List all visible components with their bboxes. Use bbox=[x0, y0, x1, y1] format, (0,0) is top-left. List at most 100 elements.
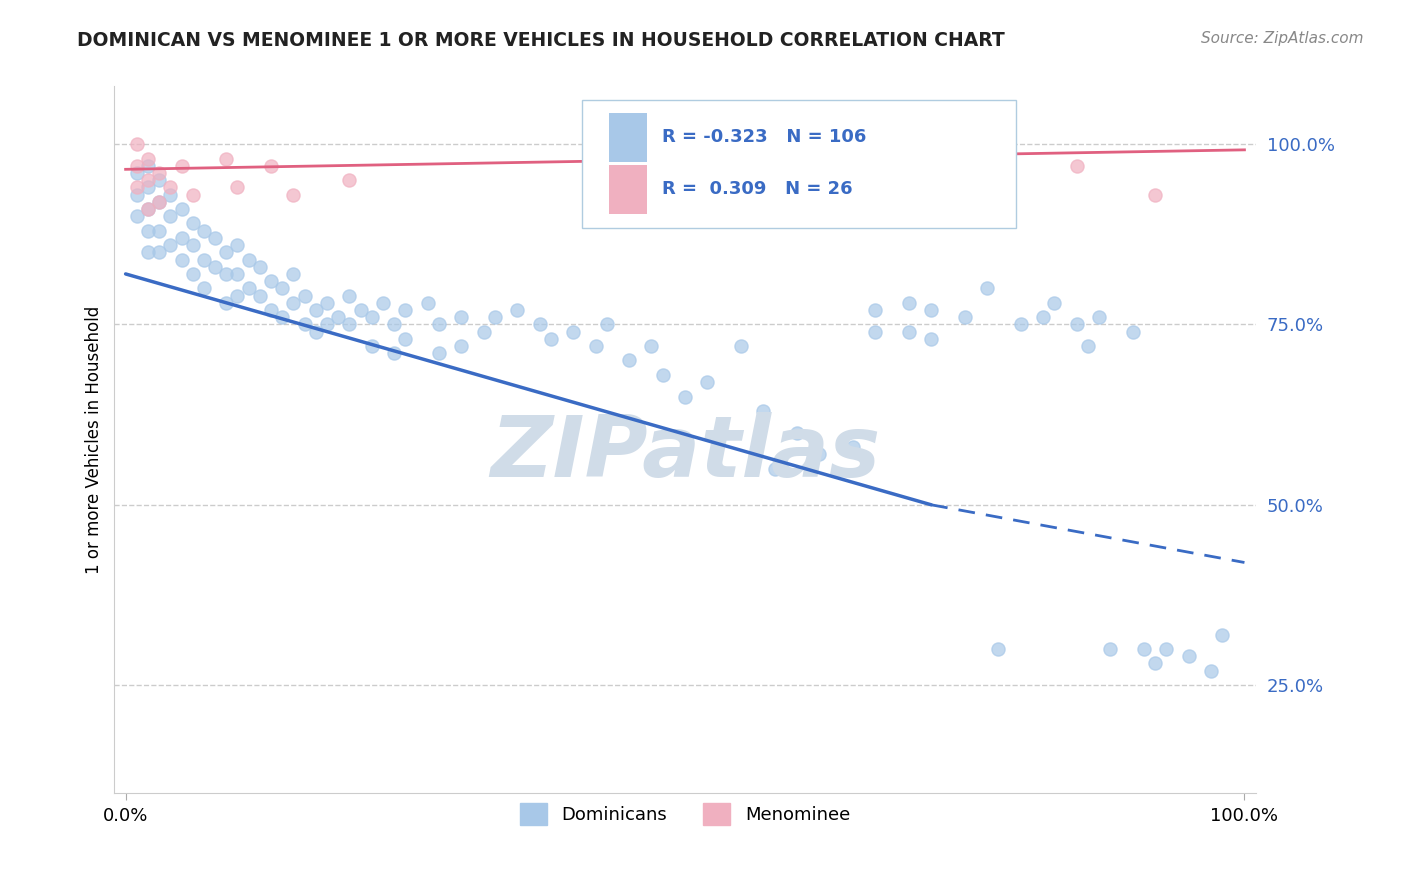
Point bbox=[148, 166, 170, 180]
Point bbox=[394, 303, 416, 318]
Point bbox=[283, 295, 305, 310]
Text: ZIPatlas: ZIPatlas bbox=[489, 412, 880, 495]
Point bbox=[159, 209, 181, 223]
Point bbox=[786, 425, 808, 440]
Point bbox=[808, 447, 831, 461]
Point bbox=[215, 295, 238, 310]
Point bbox=[226, 238, 249, 252]
Legend: Dominicans, Menominee: Dominicans, Menominee bbox=[510, 794, 859, 834]
Point bbox=[987, 642, 1010, 657]
Point bbox=[215, 245, 238, 260]
Point bbox=[540, 332, 562, 346]
Point bbox=[1211, 627, 1233, 641]
Point bbox=[337, 318, 360, 332]
Text: R =  0.309   N = 26: R = 0.309 N = 26 bbox=[662, 180, 853, 198]
Point bbox=[136, 152, 159, 166]
Point bbox=[651, 368, 673, 382]
Point bbox=[1199, 664, 1222, 678]
Point bbox=[1132, 642, 1154, 657]
Point bbox=[226, 267, 249, 281]
Point bbox=[136, 245, 159, 260]
Point bbox=[271, 281, 294, 295]
Point bbox=[427, 318, 450, 332]
Point bbox=[193, 224, 215, 238]
Point bbox=[472, 325, 495, 339]
Point bbox=[125, 159, 148, 173]
Point bbox=[1066, 318, 1088, 332]
FancyBboxPatch shape bbox=[609, 165, 647, 213]
Point bbox=[238, 281, 260, 295]
FancyBboxPatch shape bbox=[582, 101, 1017, 227]
Point bbox=[1043, 295, 1066, 310]
Point bbox=[842, 440, 865, 454]
Point bbox=[349, 303, 371, 318]
Point bbox=[360, 339, 382, 353]
Point bbox=[238, 252, 260, 267]
Point bbox=[617, 353, 640, 368]
Point bbox=[283, 267, 305, 281]
Point bbox=[897, 325, 920, 339]
Point bbox=[450, 310, 472, 325]
Point bbox=[148, 194, 170, 209]
Point bbox=[170, 202, 193, 216]
Point bbox=[136, 180, 159, 194]
Point bbox=[181, 238, 204, 252]
Point bbox=[294, 318, 316, 332]
Point bbox=[170, 159, 193, 173]
Point bbox=[1154, 642, 1177, 657]
Point bbox=[181, 216, 204, 230]
Point bbox=[215, 267, 238, 281]
Point bbox=[730, 194, 752, 209]
Point bbox=[136, 173, 159, 187]
Point bbox=[450, 339, 472, 353]
Point bbox=[416, 295, 439, 310]
Point bbox=[271, 310, 294, 325]
Point bbox=[920, 303, 942, 318]
Point bbox=[1099, 642, 1122, 657]
Point bbox=[360, 310, 382, 325]
Point bbox=[1177, 649, 1199, 664]
Point bbox=[148, 245, 170, 260]
Point bbox=[305, 303, 328, 318]
Point bbox=[596, 318, 619, 332]
Point bbox=[337, 288, 360, 302]
Point bbox=[1143, 657, 1166, 671]
Point bbox=[316, 318, 339, 332]
Point bbox=[159, 180, 181, 194]
Point bbox=[707, 166, 730, 180]
Point bbox=[136, 202, 159, 216]
Point bbox=[148, 173, 170, 187]
Point bbox=[226, 180, 249, 194]
Text: R = -0.323   N = 106: R = -0.323 N = 106 bbox=[662, 128, 866, 146]
Point bbox=[125, 180, 148, 194]
Point bbox=[1122, 325, 1144, 339]
Point bbox=[1066, 159, 1088, 173]
Point bbox=[752, 404, 775, 418]
Point bbox=[394, 332, 416, 346]
Y-axis label: 1 or more Vehicles in Household: 1 or more Vehicles in Household bbox=[86, 306, 103, 574]
Point bbox=[125, 166, 148, 180]
Point bbox=[786, 202, 808, 216]
Point bbox=[193, 252, 215, 267]
Point bbox=[763, 461, 786, 475]
Point bbox=[382, 318, 405, 332]
Point bbox=[897, 295, 920, 310]
Point bbox=[865, 303, 887, 318]
Point bbox=[529, 318, 551, 332]
Point bbox=[328, 310, 350, 325]
Point bbox=[640, 339, 662, 353]
Point bbox=[897, 166, 920, 180]
Point bbox=[730, 339, 752, 353]
Point bbox=[820, 180, 842, 194]
Point bbox=[1088, 310, 1111, 325]
Point bbox=[204, 231, 226, 245]
Point bbox=[920, 194, 942, 209]
Text: DOMINICAN VS MENOMINEE 1 OR MORE VEHICLES IN HOUSEHOLD CORRELATION CHART: DOMINICAN VS MENOMINEE 1 OR MORE VEHICLE… bbox=[77, 31, 1005, 50]
Point bbox=[316, 295, 339, 310]
Point bbox=[181, 187, 204, 202]
Point bbox=[260, 303, 283, 318]
Point bbox=[1010, 318, 1032, 332]
Point bbox=[484, 310, 506, 325]
Point bbox=[987, 180, 1010, 194]
Text: Source: ZipAtlas.com: Source: ZipAtlas.com bbox=[1201, 31, 1364, 46]
